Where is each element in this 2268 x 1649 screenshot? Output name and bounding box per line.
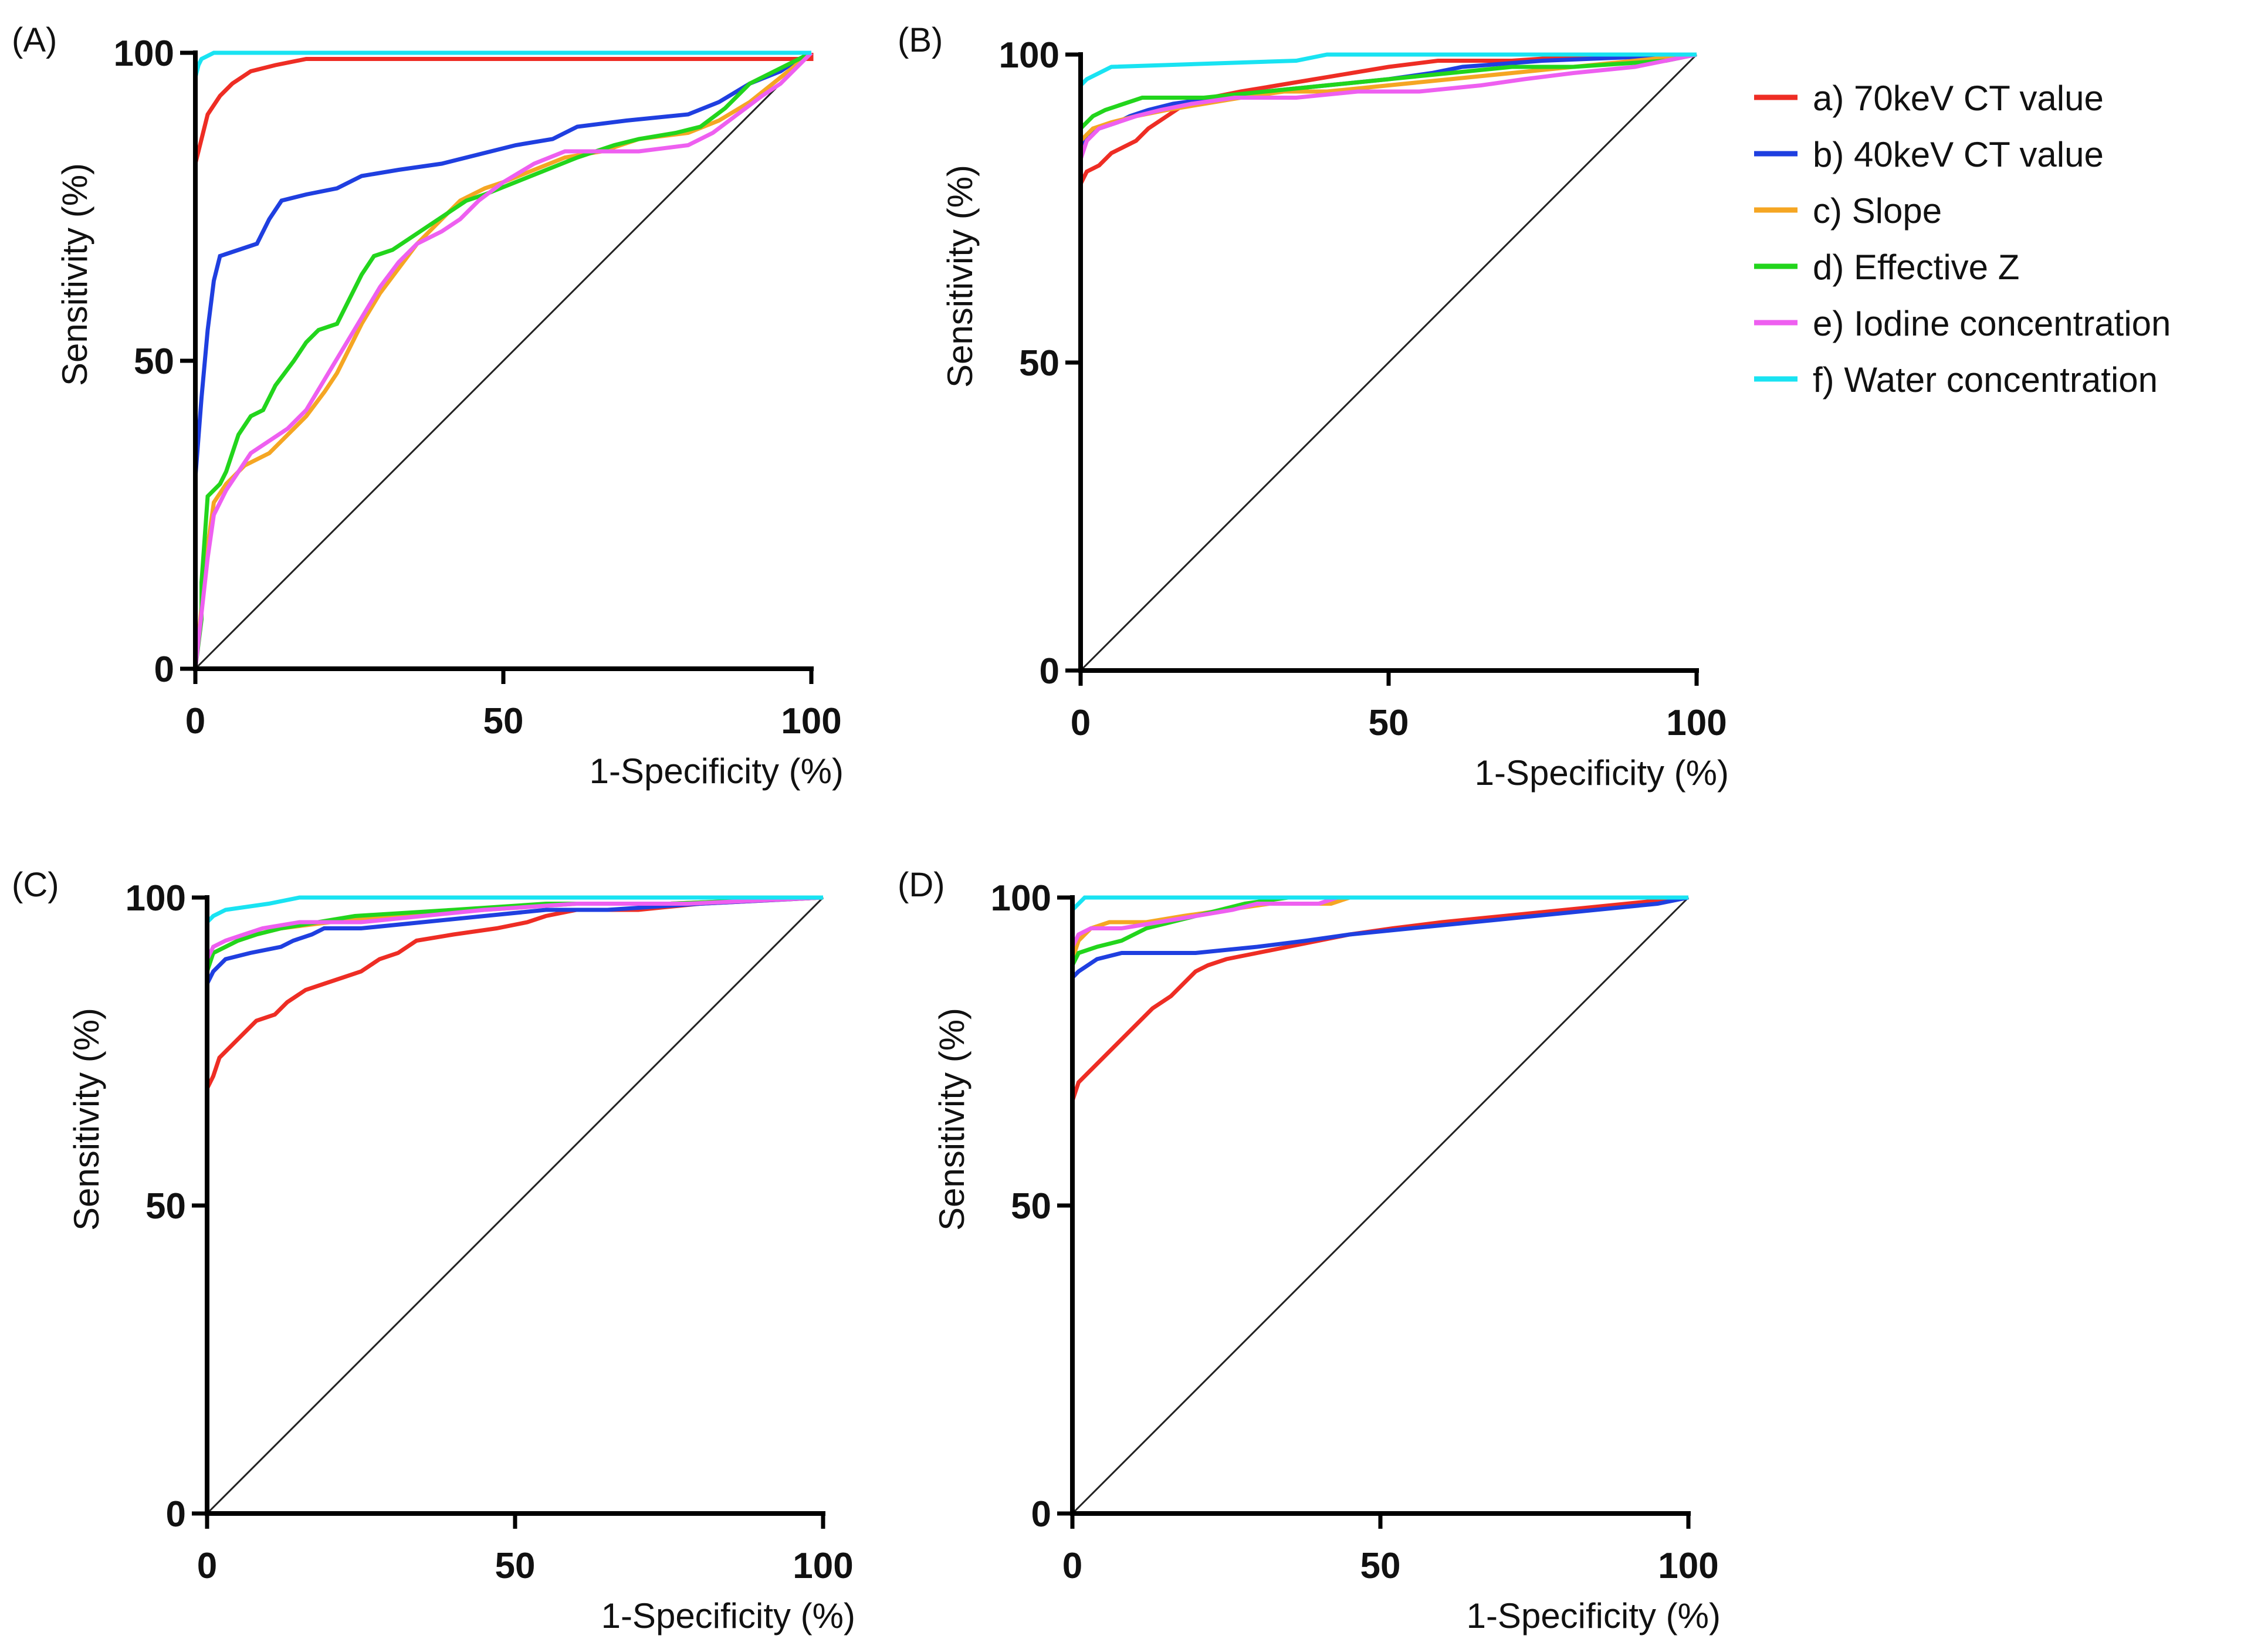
roc-panel-c: (C) 0 50 100 0 50 100 1-Specificity (%) Sensitiv… [12,866,855,1636]
x-tick-label: 50 [1369,703,1409,743]
roc-curve-a [193,53,814,669]
roc-curve-e [205,895,824,1513]
x-tick-label: 100 [1658,1546,1718,1586]
x-tick-label: 0 [185,701,205,741]
x-tick-label: 100 [793,1546,853,1586]
y-axis-title: Sensitivity (%) [67,1008,106,1231]
x-tick-label: 100 [781,701,841,741]
roc-panel-b: (B) 0 50 100 0 50 100 1-Specificity (%) Sensitiv… [898,21,1729,793]
y-tick-label: 50 [1011,1186,1051,1227]
x-axis-title: 1-Specificity (%) [590,751,844,791]
y-tick-label: 50 [145,1186,186,1227]
legend-item-a: a) 70keV CT value [1754,79,2104,118]
y-axis-title: Sensitivity (%) [940,165,980,388]
y-axis-title: Sensitivity (%) [55,163,94,386]
roc-curve-a [205,895,824,1513]
y-axis-title: Sensitivity (%) [932,1008,971,1231]
x-axis-title: 1-Specificity (%) [601,1596,855,1636]
reference-diagonal-line [206,896,824,1515]
y-tick-label: 100 [114,33,174,74]
roc-curve-b [193,50,813,669]
roc-panel-d: (D) 0 50 100 0 50 100 1-Specificity (%) Sensitiv… [898,866,1721,1636]
y-tick-label: 0 [154,649,174,690]
roc-curve-b [1078,52,1697,671]
reference-diagonal-line [1071,896,1690,1515]
roc-curve-d [193,50,813,669]
x-tick-label: 50 [483,701,524,741]
roc-panel-a: (A) 0 50 100 0 50 100 1-Specificity (%) Sensitiv… [12,21,844,791]
roc-curve-b [1070,895,1689,1513]
panel-label: (D) [898,866,945,904]
legend-item-f: f) Water concentration [1754,360,2158,399]
x-tick-label: 50 [1360,1546,1401,1586]
legend-label: a) 70keV CT value [1813,79,2104,118]
legend-item-b: b) 40keV CT value [1754,135,2104,174]
legend-label: b) 40keV CT value [1813,135,2104,174]
reference-diagonal-line [1079,53,1698,672]
legend-label: e) Iodine concentration [1813,304,2171,343]
y-tick-label: 0 [1040,651,1059,692]
y-tick-label: 100 [126,878,186,919]
legend-item-c: c) Slope [1754,191,1942,231]
roc-curve-e [1070,895,1688,1513]
legend-item-e: e) Iodine concentration [1754,304,2171,343]
panel-label: (C) [12,866,59,904]
x-tick-label: 50 [495,1546,536,1586]
legend: a) 70keV CT value b) 40keV CT value c) Slo… [1754,79,2171,399]
legend-label: f) Water concentration [1813,360,2158,399]
legend-item-d: d) Effective Z [1754,248,2019,287]
y-tick-label: 100 [999,35,1059,76]
legend-label: d) Effective Z [1813,248,2019,287]
roc-curve-b [205,895,824,1513]
x-tick-label: 0 [197,1546,217,1586]
x-tick-label: 0 [1062,1546,1082,1586]
panel-label: (A) [12,21,57,59]
y-tick-label: 100 [991,878,1051,919]
roc-curve-d [1078,52,1697,671]
panels-group: (A) 0 50 100 0 50 100 1-Specificity (%) Sensitiv… [12,21,1729,1636]
x-tick-label: 100 [1666,703,1727,743]
legend-label: c) Slope [1813,191,1942,231]
y-tick-label: 0 [166,1494,186,1535]
roc-curve-e [1078,52,1697,671]
roc-curve-d [1070,895,1688,1513]
y-tick-label: 0 [1031,1494,1051,1535]
y-tick-label: 50 [134,341,174,382]
panel-label: (B) [898,21,943,59]
x-axis-title: 1-Specificity (%) [1475,753,1729,793]
roc-curve-e [193,51,813,669]
x-axis-title: 1-Specificity (%) [1467,1596,1721,1636]
roc-curve-a [1070,895,1689,1513]
y-tick-label: 50 [1019,343,1059,384]
x-tick-label: 0 [1071,703,1091,743]
reference-diagonal-line [194,52,813,670]
